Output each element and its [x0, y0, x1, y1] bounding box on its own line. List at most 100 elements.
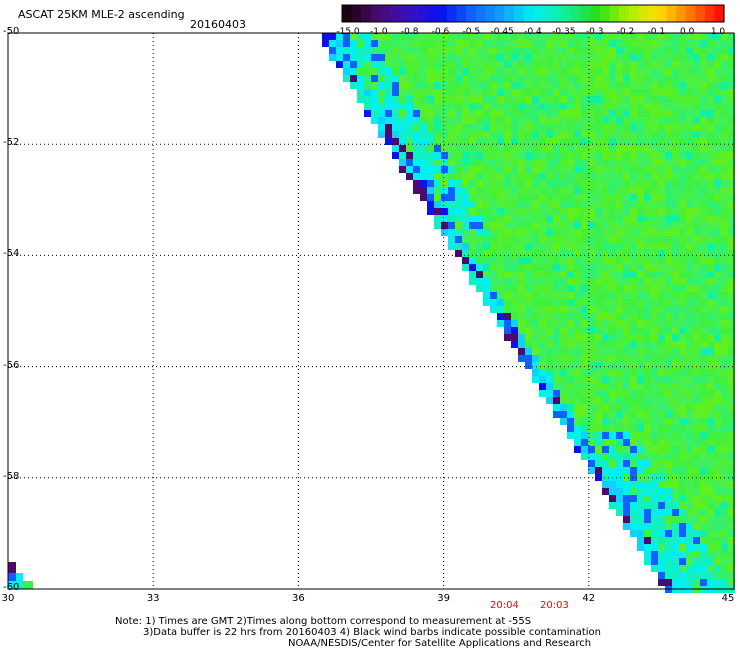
swath-cell	[728, 320, 735, 327]
swath-cell	[539, 334, 546, 341]
swath-cell	[630, 376, 637, 383]
swath-cell	[672, 124, 679, 131]
swath-cell	[427, 89, 434, 96]
swath-cell	[630, 166, 637, 173]
swath-cell	[560, 320, 567, 327]
swath-cell	[679, 68, 686, 75]
swath-cell	[525, 47, 532, 54]
swath-cell	[567, 278, 574, 285]
swath-cell	[511, 264, 518, 271]
swath-cell	[728, 488, 735, 495]
swath-cell	[651, 418, 658, 425]
swath-data	[8, 33, 735, 593]
swath-cell	[532, 341, 539, 348]
swath-cell	[721, 145, 728, 152]
swath-cell	[455, 215, 462, 222]
swath-cell	[728, 544, 735, 551]
swath-cell	[504, 152, 511, 159]
swath-cell	[602, 194, 609, 201]
swath-cell	[728, 138, 735, 145]
swath-cell	[630, 215, 637, 222]
swath-cell	[658, 229, 665, 236]
swath-cell	[448, 82, 455, 89]
swath-cell	[644, 159, 651, 166]
swath-cell	[567, 54, 574, 61]
swath-cell	[707, 187, 714, 194]
swath-cell	[679, 579, 686, 586]
swath-cell	[525, 180, 532, 187]
swath-cell	[644, 453, 651, 460]
swath-cell	[490, 292, 497, 299]
swath-cell	[567, 320, 574, 327]
swath-cell	[434, 103, 441, 110]
swath-cell	[665, 481, 672, 488]
swath-cell	[686, 320, 693, 327]
swath-cell	[539, 82, 546, 89]
swath-cell	[700, 201, 707, 208]
swath-cell	[679, 467, 686, 474]
swath-cell	[728, 215, 735, 222]
swath-cell	[588, 453, 595, 460]
swath-cell	[504, 229, 511, 236]
swath-cell	[693, 537, 700, 544]
swath-cell	[497, 173, 504, 180]
swath-cell	[623, 404, 630, 411]
swath-cell	[693, 222, 700, 229]
swath-cell	[546, 313, 553, 320]
swath-cell	[700, 124, 707, 131]
swath-cell	[658, 453, 665, 460]
swath-cell	[686, 383, 693, 390]
swath-cell	[630, 271, 637, 278]
swath-cell	[693, 376, 700, 383]
swath-cell	[651, 488, 658, 495]
swath-cell	[714, 124, 721, 131]
swath-cell	[707, 341, 714, 348]
swath-cell	[651, 117, 658, 124]
swath-cell	[511, 222, 518, 229]
swath-cell	[616, 502, 623, 509]
swath-cell	[518, 166, 525, 173]
swath-cell	[455, 180, 462, 187]
swath-cell	[679, 565, 686, 572]
swath-cell	[644, 551, 651, 558]
swath-cell	[714, 313, 721, 320]
swath-cell	[441, 173, 448, 180]
swath-cell	[595, 89, 602, 96]
swath-cell	[469, 271, 476, 278]
swath-cell	[399, 40, 406, 47]
swath-cell	[623, 152, 630, 159]
swath-cell	[651, 222, 658, 229]
swath-cell	[588, 215, 595, 222]
swath-cell	[588, 320, 595, 327]
swath-cell	[574, 362, 581, 369]
swath-cell	[693, 61, 700, 68]
swath-cell	[560, 110, 567, 117]
swath-cell	[707, 250, 714, 257]
swath-cell	[693, 446, 700, 453]
swath-cell	[637, 537, 644, 544]
swath-cell	[728, 446, 735, 453]
swath-cell	[476, 236, 483, 243]
swath-cell	[609, 488, 616, 495]
swath-cell	[651, 453, 658, 460]
swath-cell	[630, 229, 637, 236]
swath-cell	[602, 376, 609, 383]
swath-cell	[714, 299, 721, 306]
swath-cell	[651, 404, 658, 411]
swath-cell	[707, 145, 714, 152]
swath-cell	[546, 362, 553, 369]
swath-cell	[560, 390, 567, 397]
swath-cell	[714, 236, 721, 243]
swath-cell	[588, 341, 595, 348]
swath-cell	[686, 152, 693, 159]
swath-cell	[602, 152, 609, 159]
swath-cell	[672, 495, 679, 502]
swath-cell	[728, 257, 735, 264]
swath-cell	[504, 110, 511, 117]
swath-cell	[616, 481, 623, 488]
swath-cell	[525, 40, 532, 47]
swath-cell	[693, 229, 700, 236]
swath-cell	[609, 173, 616, 180]
swath-cell	[714, 502, 721, 509]
swath-cell	[630, 145, 637, 152]
